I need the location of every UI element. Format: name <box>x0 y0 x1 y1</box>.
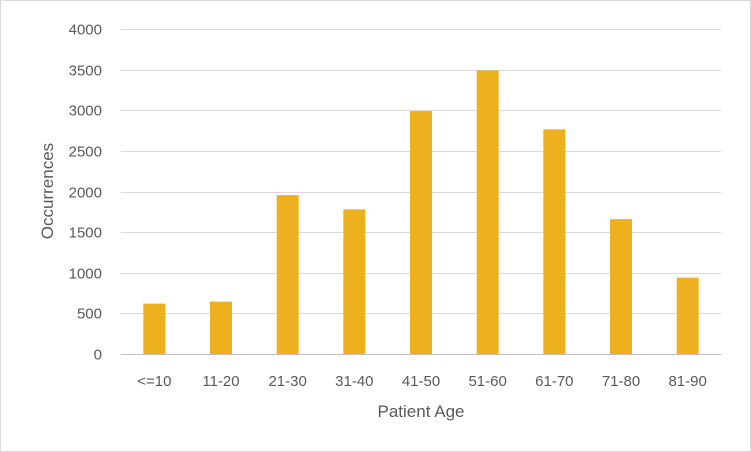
bar <box>410 111 432 354</box>
bar <box>143 303 166 354</box>
bar <box>343 209 366 354</box>
bar <box>676 277 699 354</box>
y-tick-label: 0 <box>94 347 102 364</box>
bar <box>210 301 232 354</box>
x-tick-label: 61-70 <box>535 373 573 390</box>
bar <box>476 70 499 354</box>
x-tick-label: 11-20 <box>202 373 239 390</box>
bars <box>143 70 699 354</box>
bar <box>610 219 632 354</box>
y-tick-label: 2000 <box>69 185 102 202</box>
y-tick-label: 4000 <box>69 22 102 39</box>
x-tick-label: <=10 <box>137 373 171 390</box>
y-tick-label: 1500 <box>69 225 102 242</box>
x-axis-title: Patient Age <box>378 402 465 421</box>
x-tick-label: 71-80 <box>602 373 640 390</box>
bar <box>543 129 566 354</box>
y-axis-ticks: 0 500 1000 1500 2000 2500 3000 3500 4000 <box>69 22 102 364</box>
x-axis-ticks: <=10 11-20 21-30 31-40 41-50 51-60 61-70 71-80 8… <box>137 373 707 390</box>
x-tick-label: 21-30 <box>268 373 306 390</box>
x-tick-label: 81-90 <box>668 373 706 390</box>
y-axis-title: Occurrences <box>38 143 57 239</box>
y-tick-label: 3000 <box>69 103 102 120</box>
x-tick-label: 31-40 <box>335 373 373 390</box>
y-tick-label: 2500 <box>69 144 102 161</box>
x-tick-label: 41-50 <box>402 373 440 390</box>
y-tick-label: 500 <box>77 306 102 323</box>
y-tick-label: 3500 <box>69 63 102 80</box>
bar <box>276 195 299 354</box>
x-tick-label: 51-60 <box>468 373 506 390</box>
y-tick-label: 1000 <box>69 266 102 283</box>
